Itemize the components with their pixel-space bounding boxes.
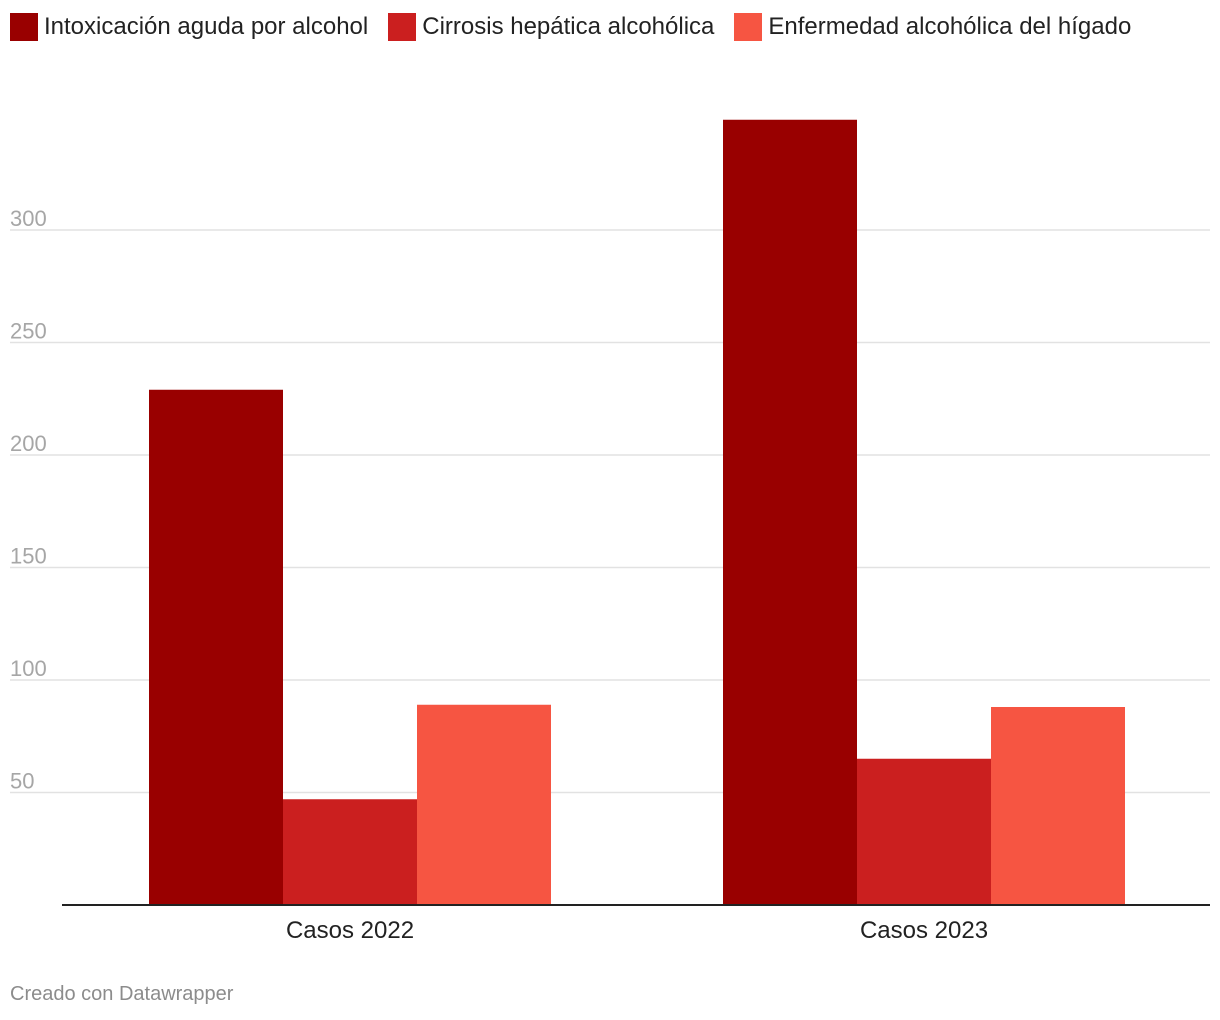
x-axis-labels: Casos 2022 Casos 2023 [286,917,988,944]
bar-3-category-1[interactable] [417,704,551,905]
y-tick-label-250: 250 [10,319,47,344]
footer-credit: Creado con Datawrapper [10,983,234,1005]
y-tick-label-200: 200 [10,431,47,456]
bars [149,119,1125,905]
bar-1-category-1[interactable] [149,389,283,905]
legend-label-enfermedad: Enfermedad alcohólica del hígado [768,13,1132,40]
bar-1-category-2[interactable] [723,119,857,905]
y-tick-label-100: 100 [10,656,47,681]
x-category-label-1: Casos 2022 [286,917,414,944]
y-tick-label-300: 300 [10,206,47,231]
y-tick-label-150: 150 [10,544,47,569]
legend-item-cirrosis[interactable]: Cirrosis hepática alcohólica [388,13,714,41]
legend-swatch-intoxicacion [10,13,38,41]
x-category-label-2: Casos 2023 [860,917,988,944]
legend-swatch-cirrosis [388,13,417,41]
bar-2-category-1[interactable] [283,799,417,905]
legend-item-intoxicacion[interactable]: Intoxicación aguda por alcohol [10,13,368,41]
legend-item-enfermedad[interactable]: Enfermedad alcohólica del hígado [734,13,1131,41]
bar-3-category-2[interactable] [991,707,1125,905]
y-tick-label-50: 50 [10,769,34,794]
chart-legend: Intoxicación aguda por alcohol Cirrosis … [10,10,1151,44]
bar-2-category-2[interactable] [857,758,991,905]
legend-label-cirrosis: Cirrosis hepática alcohólica [422,13,715,40]
bar-chart: 50 100 150 200 250 300 Casos 2022 Casos 2023 [10,119,1210,944]
legend-swatch-enfermedad [734,13,763,41]
legend-label-intoxicacion: Intoxicación aguda por alcohol [44,13,369,40]
